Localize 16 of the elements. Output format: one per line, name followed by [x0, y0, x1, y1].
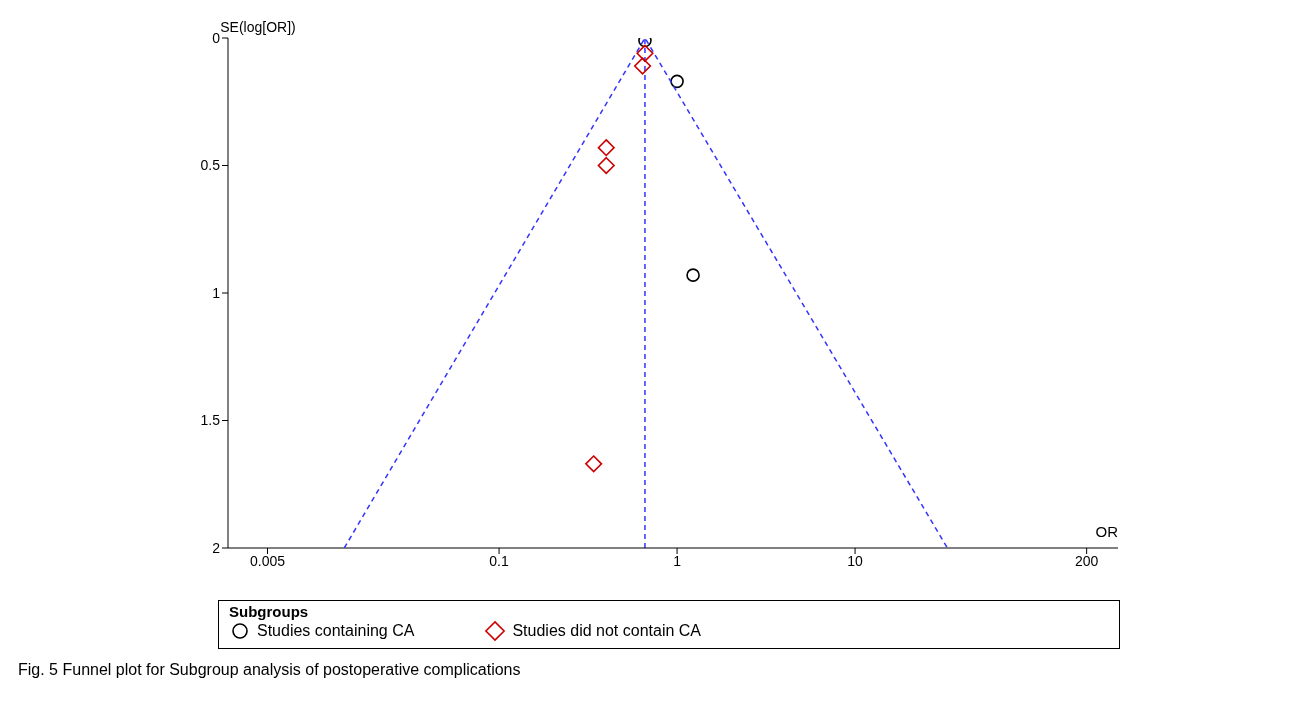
legend-title: Subgroups — [229, 603, 310, 620]
x-axis-title: OR — [1095, 522, 1119, 540]
y-tick-label: 1 — [212, 284, 221, 301]
y-tick-label: 1.5 — [200, 412, 221, 429]
y-tick-label: 2 — [212, 539, 221, 556]
y-tick-label: 0.5 — [200, 157, 221, 174]
legend-label: Studies containing CA — [257, 622, 415, 640]
y-axis-title: SE(log[OR]) — [220, 19, 296, 35]
x-tick-label: 0.005 — [249, 552, 286, 569]
x-tick-label: 0.1 — [489, 552, 510, 569]
caption: Fig. 5 Funnel plot for Subgroup analysis of postoperative complications — [18, 661, 522, 679]
x-tick-label: 10 — [847, 552, 864, 569]
legend-label: Studies did not contain CA — [512, 622, 701, 640]
y-tick-label: 0 — [212, 29, 221, 46]
x-tick-label: 200 — [1074, 552, 1099, 569]
x-tick-label: 1 — [673, 552, 682, 569]
